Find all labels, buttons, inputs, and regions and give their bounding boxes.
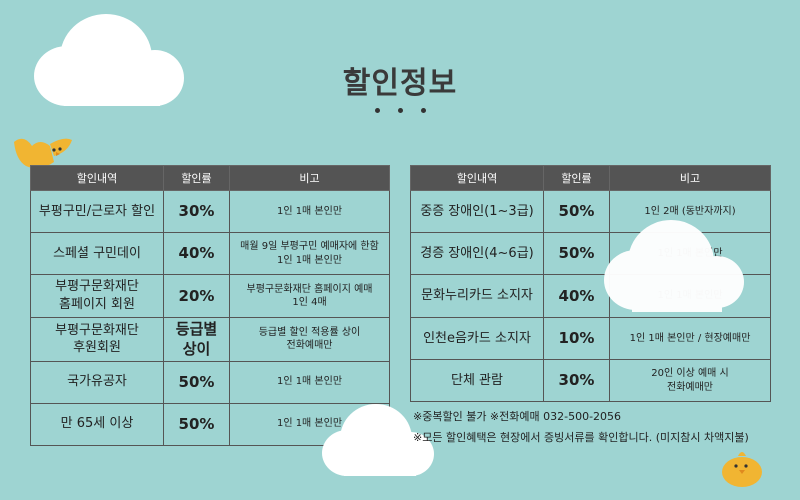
discount-rate: 30% (543, 359, 610, 402)
discount-note: 1인 1매 본인만 (229, 360, 390, 404)
cloud-right (604, 220, 744, 312)
discount-note: 20인 이상 예매 시 전화예매만 (609, 359, 771, 402)
table-row: 단체 관람 30% 20인 이상 예매 시 전화예매만 (410, 359, 771, 402)
table-row: 인천e음카드 소지자 10% 1인 1매 본인만 / 현장예매만 (410, 317, 771, 360)
discount-name: 국가유공자 (30, 360, 164, 404)
cloud-bottom (322, 404, 434, 476)
discount-name: 부평구민/근로자 할인 (30, 190, 164, 233)
discount-name: 중증 장애인(1~3급) (410, 190, 544, 233)
discount-rate: 20% (163, 274, 230, 318)
discount-note: 1인 1매 본인만 (229, 190, 390, 233)
discount-rate: 50% (163, 360, 230, 404)
right-discount-table: 할인내역 할인률 비고 중증 장애인(1~3급) 50% 1인 2매 (동반자까… (410, 165, 771, 402)
table-row: 중증 장애인(1~3급) 50% 1인 2매 (동반자까지) (410, 190, 771, 233)
discount-rate: 50% (543, 190, 610, 233)
header-discount-rate: 할인률 (543, 165, 610, 191)
discount-note: 부평구문화재단 홈페이지 예매 1인 4매 (229, 274, 390, 318)
table-row: 부평구문화재단 홈페이지 회원 20% 부평구문화재단 홈페이지 예매 1인 4매 (30, 274, 390, 318)
discount-rate: 30% (163, 190, 230, 233)
discount-rate: 50% (543, 232, 610, 275)
discount-rate: 10% (543, 317, 610, 360)
discount-name: 스페셜 구민데이 (30, 232, 164, 275)
discount-name: 부평구문화재단 후원회원 (30, 317, 164, 362)
discount-note: 등급별 할인 적용률 상이 전화예매만 (229, 317, 390, 362)
header-note: 비고 (229, 165, 390, 191)
header-note: 비고 (609, 165, 771, 191)
discount-rate: 등급별 상이 (163, 317, 230, 362)
discount-rate: 40% (163, 232, 230, 275)
discount-name: 단체 관람 (410, 359, 544, 402)
title-dots (371, 108, 431, 116)
discount-note: 매월 9일 부평구민 예매자에 한함 1인 1매 본인만 (229, 232, 390, 275)
header-discount-type: 할인내역 (30, 165, 164, 191)
discount-name: 만 65세 이상 (30, 402, 164, 446)
cloud-top-left (34, 14, 184, 106)
discount-name: 부평구문화재단 홈페이지 회원 (30, 274, 164, 318)
header-discount-rate: 할인률 (163, 165, 230, 191)
footnote-line2: ※모든 할인혜택은 현장에서 증빙서류를 확인합니다. (미지참시 차액지불) (413, 431, 749, 444)
table-row: 스페셜 구민데이 40% 매월 9일 부평구민 예매자에 한함 1인 1매 본인만 (30, 232, 390, 275)
discount-rate: 40% (543, 274, 610, 318)
discount-name: 경증 장애인(4~6급) (410, 232, 544, 275)
table-row: 국가유공자 50% 1인 1매 본인만 (30, 360, 390, 404)
header-discount-type: 할인내역 (410, 165, 544, 191)
discount-note: 1인 1매 본인만 / 현장예매만 (609, 317, 771, 360)
discount-name: 인천e음카드 소지자 (410, 317, 544, 360)
bird-illustration-right (718, 446, 766, 494)
table-row: 부평구문화재단 후원회원 등급별 상이 등급별 할인 적용률 상이 전화예매만 (30, 317, 390, 362)
footnote-line1: ※중복할인 불가 ※전화예매 032-500-2056 (413, 410, 622, 423)
table-row: 부평구민/근로자 할인 30% 1인 1매 본인만 (30, 190, 390, 233)
page-title: 할인정보 (342, 66, 458, 101)
left-discount-table: 할인내역 할인률 비고 부평구민/근로자 할인 30% 1인 1매 본인만 스페… (30, 165, 390, 446)
bird-illustration-left (10, 132, 76, 180)
discount-rate: 50% (163, 402, 230, 446)
discount-name: 문화누리카드 소지자 (410, 274, 544, 318)
